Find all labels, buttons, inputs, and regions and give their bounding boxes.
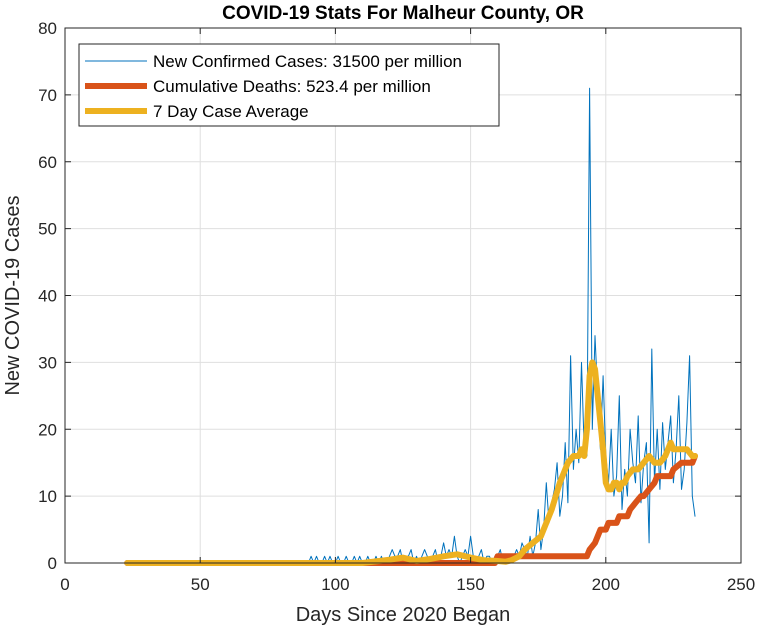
ticks: 0 50 100 150 200 250 0 10 20 30 40 50 60 70 80 xyxy=(38,19,755,594)
y-axis-label: New COVID-19 Cases xyxy=(2,195,24,395)
y-tick-label: 20 xyxy=(38,420,57,439)
legend-entry-new-cases: New Confirmed Cases: 31500 per million xyxy=(153,52,462,71)
y-tick-label: 80 xyxy=(38,19,57,38)
y-tick-label: 40 xyxy=(38,287,57,306)
legend: New Confirmed Cases: 31500 per million C… xyxy=(78,43,500,127)
y-tick-label: 0 xyxy=(48,554,57,573)
y-tick-label: 30 xyxy=(38,353,57,372)
series-layer xyxy=(124,87,698,566)
legend-box xyxy=(78,43,500,127)
y-tick-label: 10 xyxy=(38,487,57,506)
x-tick-label: 100 xyxy=(321,575,349,594)
x-tick-label: 150 xyxy=(456,575,484,594)
x-tick-label: 50 xyxy=(191,575,210,594)
series-7-day-average-line xyxy=(124,359,698,566)
chart-title: COVID-19 Stats For Malheur County, OR xyxy=(222,3,584,24)
x-axis-label: Days Since 2020 Began xyxy=(296,604,511,626)
x-tick-label: 0 xyxy=(60,575,69,594)
series-cumulative-deaths-line xyxy=(124,453,698,566)
x-tick-label: 200 xyxy=(592,575,620,594)
legend-entry-7-day-average: 7 Day Case Average xyxy=(153,102,309,121)
y-tick-label: 50 xyxy=(38,220,57,239)
x-tick-label: 250 xyxy=(727,575,755,594)
y-tick-label: 70 xyxy=(38,86,57,105)
y-tick-label: 60 xyxy=(38,153,57,172)
legend-entry-cumulative-deaths: Cumulative Deaths: 523.4 per million xyxy=(153,77,431,96)
